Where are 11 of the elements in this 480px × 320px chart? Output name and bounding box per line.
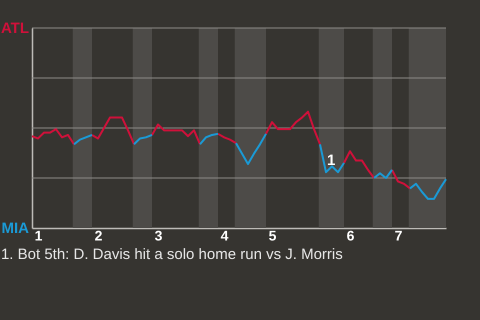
x-tick-label: 5 [268, 228, 277, 244]
text: 1. Bot 5th: D. Davis hit a solo home run vs J. Morris [0, 246, 343, 263]
text: MIA [2, 220, 30, 237]
x-tick-label: 1 [34, 228, 43, 244]
x-tick-label: 2 [94, 228, 103, 244]
x-tick-label: 4 [220, 228, 229, 244]
text: ATL [0, 20, 29, 37]
x-tick-label: 3 [154, 228, 163, 244]
annotation: 1 [327, 152, 336, 170]
x-tick-label: 6 [346, 228, 355, 244]
x-tick-label: 7 [394, 228, 403, 244]
